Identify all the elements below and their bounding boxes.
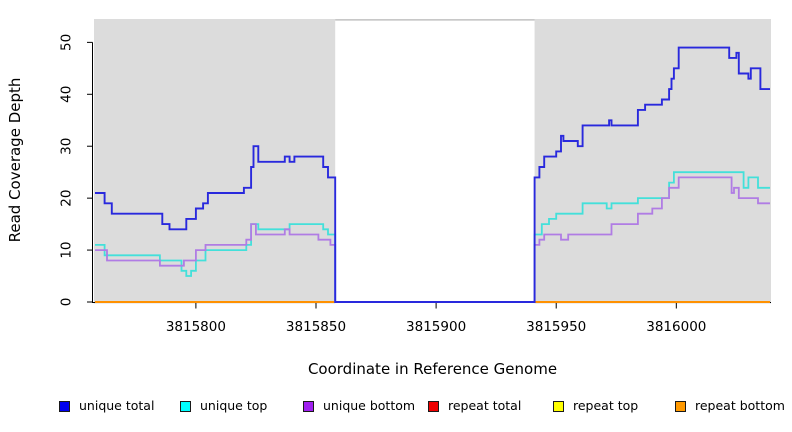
gap-mask-region xyxy=(335,19,535,304)
x-tick-label: 3816000 xyxy=(646,319,706,335)
series-unique-total xyxy=(95,46,770,303)
x-tick-label: 3815950 xyxy=(526,319,586,335)
x-tick-label: 3815850 xyxy=(286,319,346,335)
series-unique-bottom xyxy=(95,176,770,303)
x-tick-label: 3815900 xyxy=(406,319,466,335)
y-tick-label: 10 xyxy=(59,241,75,258)
y-axis-label: Read Coverage Depth xyxy=(6,77,24,243)
y-tick-label: 50 xyxy=(59,34,75,51)
y-tick-label: 30 xyxy=(59,138,75,155)
x-tick-label: 3815800 xyxy=(166,319,226,335)
x-axis-label: Coordinate in Reference Genome xyxy=(307,360,558,378)
y-tick-label: 20 xyxy=(59,190,75,207)
y-tick-label: 0 xyxy=(59,298,75,307)
y-tick-label: 40 xyxy=(59,86,75,103)
